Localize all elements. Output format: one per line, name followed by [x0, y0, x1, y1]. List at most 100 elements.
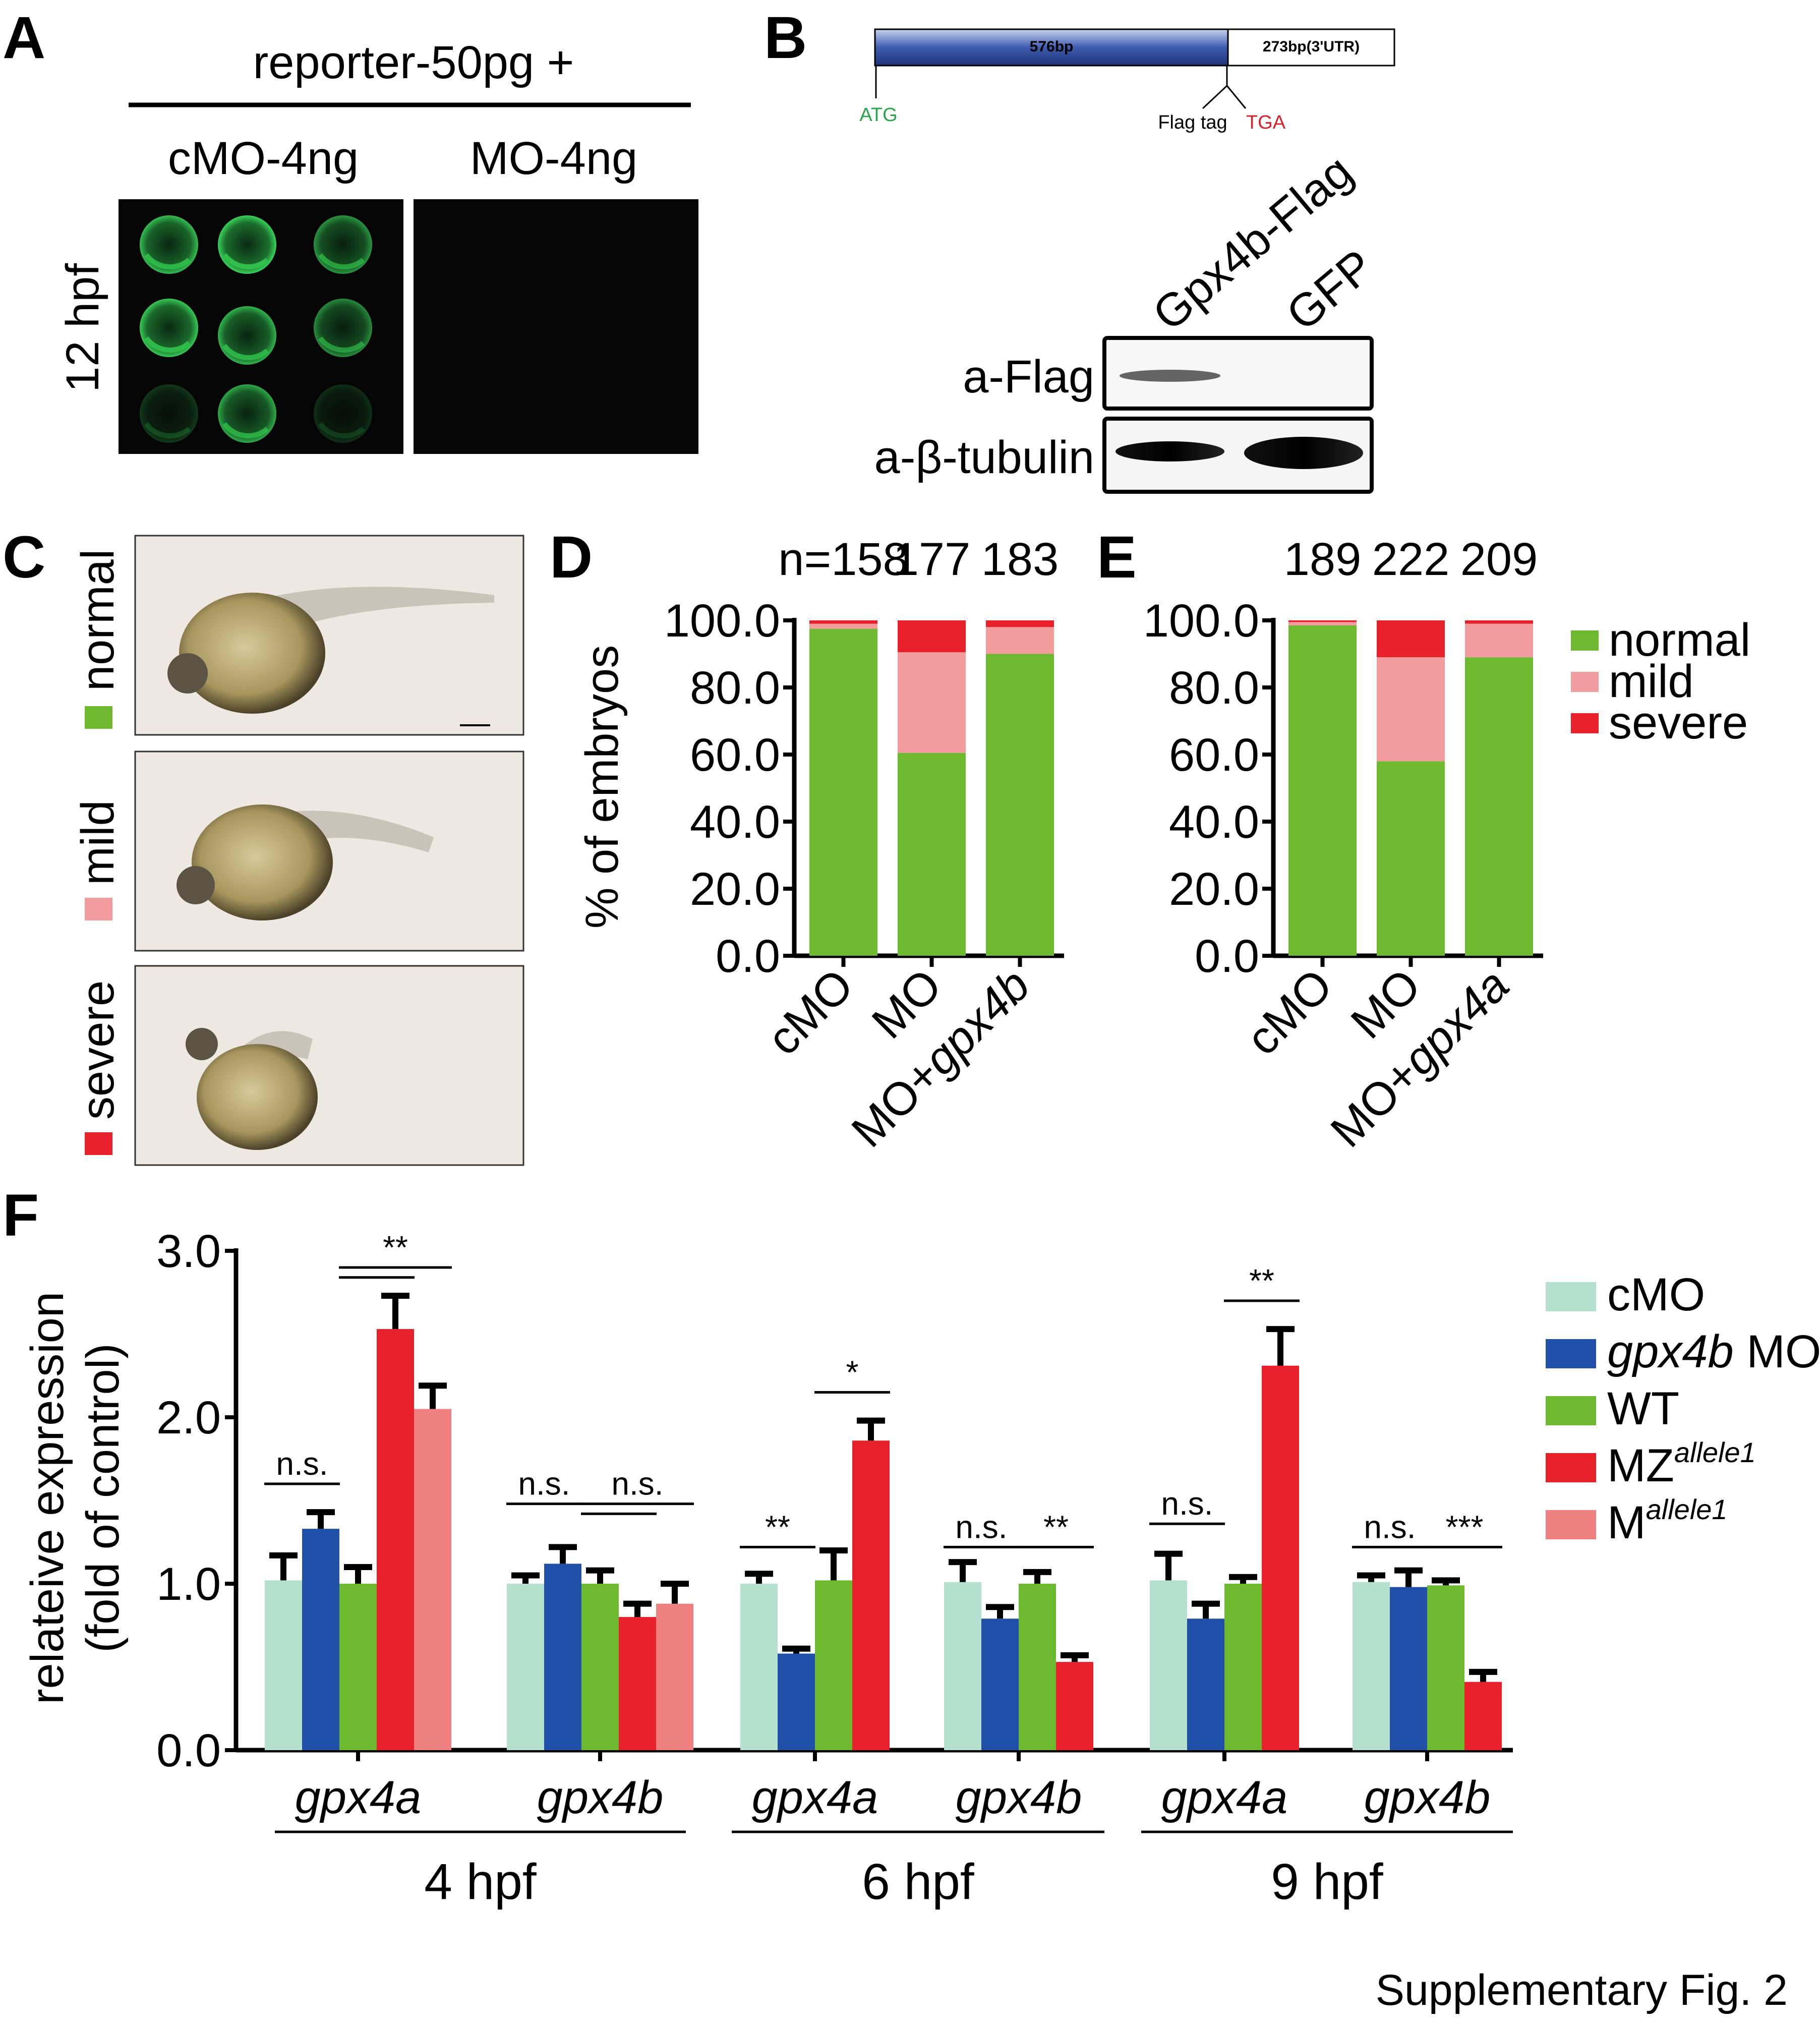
- legend-swatch: [1546, 1453, 1596, 1482]
- bar-segment-normal: [898, 753, 966, 956]
- y-tick-label: 40.0: [1169, 796, 1259, 848]
- significance-label: n.s.: [611, 1466, 663, 1502]
- fluorescent-embryo: [314, 384, 372, 443]
- bar-segment-mild: [1465, 623, 1533, 658]
- fluorescent-embryo: [314, 215, 372, 274]
- construct-cds-label: 576bp: [1030, 38, 1074, 55]
- significance-label: **: [1249, 1262, 1274, 1299]
- y-tick-label: 100.0: [1143, 595, 1259, 647]
- sample-count: n=158: [778, 534, 908, 585]
- significance-label: n.s.: [276, 1446, 328, 1482]
- fluorescent-embryo: [218, 215, 276, 274]
- legend-label-part: cMO: [1607, 1269, 1705, 1320]
- phenotype-swatch-normal: [85, 706, 112, 729]
- y-tick-label: 3.0: [156, 1226, 221, 1277]
- bar: [1224, 1584, 1262, 1750]
- fluorescent-embryo: [140, 384, 198, 443]
- bar: [944, 1582, 981, 1750]
- bar: [740, 1584, 778, 1750]
- gene-label: gpx4b: [537, 1772, 664, 1823]
- legend-label: MZallele1: [1607, 1436, 1756, 1491]
- y-tick-label: 20.0: [1169, 863, 1259, 915]
- bar-segment-severe: [1465, 620, 1533, 624]
- fluorescent-rim: [144, 253, 191, 270]
- bar: [581, 1584, 619, 1750]
- panel-a-row-label: 12 hpf: [57, 263, 108, 392]
- legend-label-severe: severe: [1609, 697, 1748, 748]
- bar: [1262, 1365, 1299, 1750]
- bar-segment-mild: [1377, 657, 1445, 762]
- phenotype-swatch-severe: [85, 1132, 112, 1155]
- bar: [1056, 1662, 1093, 1750]
- panel-f-letter: F: [3, 1182, 39, 1249]
- y-tick-label: 80.0: [1169, 662, 1259, 714]
- y-axis-label-line1: relateive expression: [22, 1292, 73, 1704]
- panel-a-fluorescent-embryos: [140, 215, 372, 443]
- bar-segment-mild: [986, 627, 1054, 654]
- fluorescent-embryo: [140, 215, 198, 274]
- embryo-icon: [167, 587, 494, 714]
- bar: [778, 1653, 815, 1750]
- legend-swatch-normal: [1571, 630, 1599, 651]
- y-tick-label: 0.0: [716, 931, 780, 982]
- blot-flag-band: [1120, 370, 1220, 382]
- panel-d-letter: D: [550, 524, 593, 591]
- legend-label: cMO: [1607, 1269, 1705, 1320]
- bar: [507, 1584, 544, 1750]
- phenotype-label-mild: mild: [72, 800, 124, 885]
- panel-c: C normal mild severe: [3, 524, 524, 1166]
- legend-label-mild: mild: [1609, 656, 1694, 707]
- significance-label: n.s.: [518, 1466, 570, 1502]
- legend-label: Mallele1: [1607, 1493, 1728, 1548]
- blot-flag-panel: [1102, 336, 1374, 411]
- fluorescent-rim: [318, 422, 365, 439]
- panel-a-image-mo: [414, 199, 698, 454]
- y-tick-label: 20.0: [690, 863, 780, 915]
- bar: [339, 1584, 377, 1750]
- fluorescent-rim: [318, 253, 365, 270]
- stage-label: 9 hpf: [1271, 1854, 1383, 1910]
- bar: [852, 1440, 890, 1750]
- bar: [1150, 1580, 1187, 1750]
- chart-e: 0.020.040.060.080.0100.0189cMO222MO209MO…: [1143, 534, 1750, 1157]
- legend-label-part: M: [1607, 1497, 1646, 1548]
- stage-label: 4 hpf: [424, 1854, 537, 1910]
- significance-label: *: [846, 1354, 859, 1391]
- y-tick-label: 1.0: [156, 1558, 221, 1610]
- bar: [815, 1580, 852, 1750]
- y-tick-label: 2.0: [156, 1392, 221, 1443]
- fluorescent-rim: [318, 336, 365, 353]
- stage-label: 6 hpf: [862, 1854, 974, 1910]
- legend-label-part: MO: [1734, 1326, 1820, 1377]
- fluorescent-embryo: [314, 299, 372, 357]
- blot-tubulin-band-1: [1116, 441, 1224, 461]
- bar: [656, 1603, 693, 1750]
- chart-f: 0.0 1.0 2.0 3.0 relateive expression (fold of…: [22, 1226, 1820, 1910]
- panel-e-letter: E: [1097, 524, 1137, 591]
- panel-a: A reporter-50pg + cMO-4ng MO-4ng 12 hpf: [3, 5, 698, 454]
- legend-label-part: gpx4b: [1607, 1326, 1734, 1377]
- gene-label: gpx4b: [956, 1772, 1082, 1823]
- y-axis-label: % of embryos: [576, 645, 628, 929]
- significance-label: **: [383, 1229, 408, 1265]
- legend-swatch: [1546, 1282, 1596, 1311]
- sample-count: 177: [893, 534, 971, 585]
- legend-label-superscript: allele1: [1646, 1493, 1728, 1525]
- bar: [1353, 1582, 1390, 1750]
- panel-c-letter: C: [3, 524, 45, 591]
- legend-label-part: MZ: [1607, 1440, 1674, 1491]
- sample-count: 183: [981, 534, 1059, 585]
- significance-label: n.s.: [955, 1509, 1007, 1545]
- blot-tubulin-band-2: [1244, 437, 1363, 469]
- panel-c-image-severe: [134, 965, 524, 1166]
- fluorescent-embryo: [140, 299, 198, 357]
- legend-swatch-severe: [1571, 713, 1599, 733]
- bar: [544, 1564, 581, 1750]
- phenotype-label-severe: severe: [72, 980, 124, 1120]
- bar-segment-severe: [1288, 620, 1357, 622]
- panel-b: B 576bp 273bp(3'UTR) ATG Flag tag TGA Gp…: [764, 5, 1395, 494]
- bar-segment-severe: [898, 620, 966, 653]
- bar-segment-normal: [986, 654, 1054, 956]
- legend-swatch: [1546, 1510, 1596, 1539]
- bar: [302, 1529, 339, 1750]
